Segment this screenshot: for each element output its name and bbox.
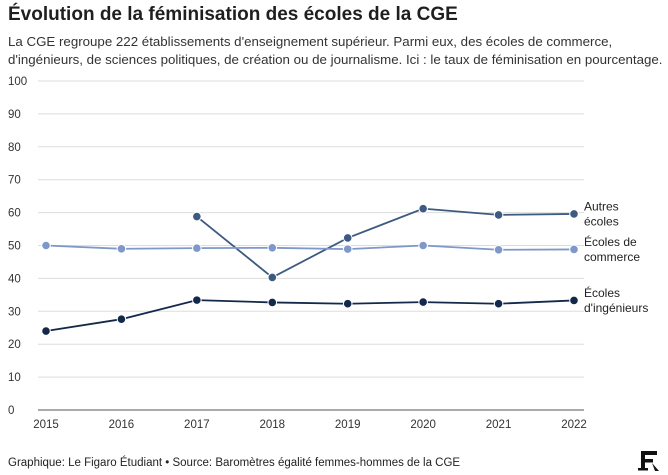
series-line <box>45 299 575 332</box>
data-point <box>418 297 428 307</box>
data-point <box>493 298 504 309</box>
x-tick-label: 2019 <box>335 419 361 431</box>
data-point <box>192 243 202 253</box>
data-point <box>493 210 504 220</box>
data-point <box>493 244 504 255</box>
data-point <box>41 326 51 336</box>
data-point <box>192 211 202 222</box>
line-chart: 0 10 20 30 40 50 60 70 80 90 100 2015 2016 2017 2018 20… <box>8 76 648 431</box>
chart-footer: Graphique: Le Figaro Étudiant • Source: … <box>8 457 461 469</box>
data-point <box>569 244 579 255</box>
x-tick-label: 2015 <box>33 419 59 431</box>
series-label: Écoles de commerce <box>584 234 640 264</box>
data-point <box>192 295 202 305</box>
y-tick-label: 0 <box>8 405 14 417</box>
y-tick-label: 20 <box>8 339 21 351</box>
series-line <box>45 244 575 251</box>
x-tick-label: 2020 <box>410 419 436 431</box>
data-point <box>267 272 278 283</box>
data-point <box>342 244 353 254</box>
data-point <box>116 243 127 254</box>
data-point <box>418 240 428 251</box>
chart-subtitle: La CGE regroupe 222 établissements d'ens… <box>8 34 663 67</box>
x-tick-label: 2016 <box>109 419 135 431</box>
data-point <box>569 295 579 306</box>
data-point <box>41 240 51 251</box>
y-tick-label: 90 <box>8 109 21 121</box>
x-tick-label: 2021 <box>486 419 512 431</box>
x-tick-label: 2022 <box>561 419 587 431</box>
series-label: Écoles d'ingénieurs <box>584 285 648 315</box>
chart-title: Évolution de la féminisation des écoles … <box>8 4 458 25</box>
series-label: Autres écoles <box>584 199 619 228</box>
y-tick-label: 70 <box>8 175 21 187</box>
y-tick-label: 80 <box>8 142 21 154</box>
data-point <box>342 233 353 243</box>
x-tick-label: 2017 <box>184 419 210 431</box>
y-tick-label: 10 <box>8 372 21 384</box>
data-point <box>342 298 353 309</box>
data-point <box>418 203 428 214</box>
y-tick-label: 30 <box>8 306 21 318</box>
y-tick-label: 40 <box>8 273 21 285</box>
data-point <box>267 243 278 253</box>
data-point <box>569 209 579 219</box>
data-point <box>267 297 278 308</box>
y-tick-label: 100 <box>8 76 27 88</box>
data-point <box>116 314 127 324</box>
y-tick-label: 50 <box>8 241 21 253</box>
le-figaro-logo-icon <box>638 451 659 471</box>
x-tick-label: 2018 <box>259 419 285 431</box>
y-tick-label: 60 <box>8 208 21 220</box>
series-line <box>196 207 575 279</box>
